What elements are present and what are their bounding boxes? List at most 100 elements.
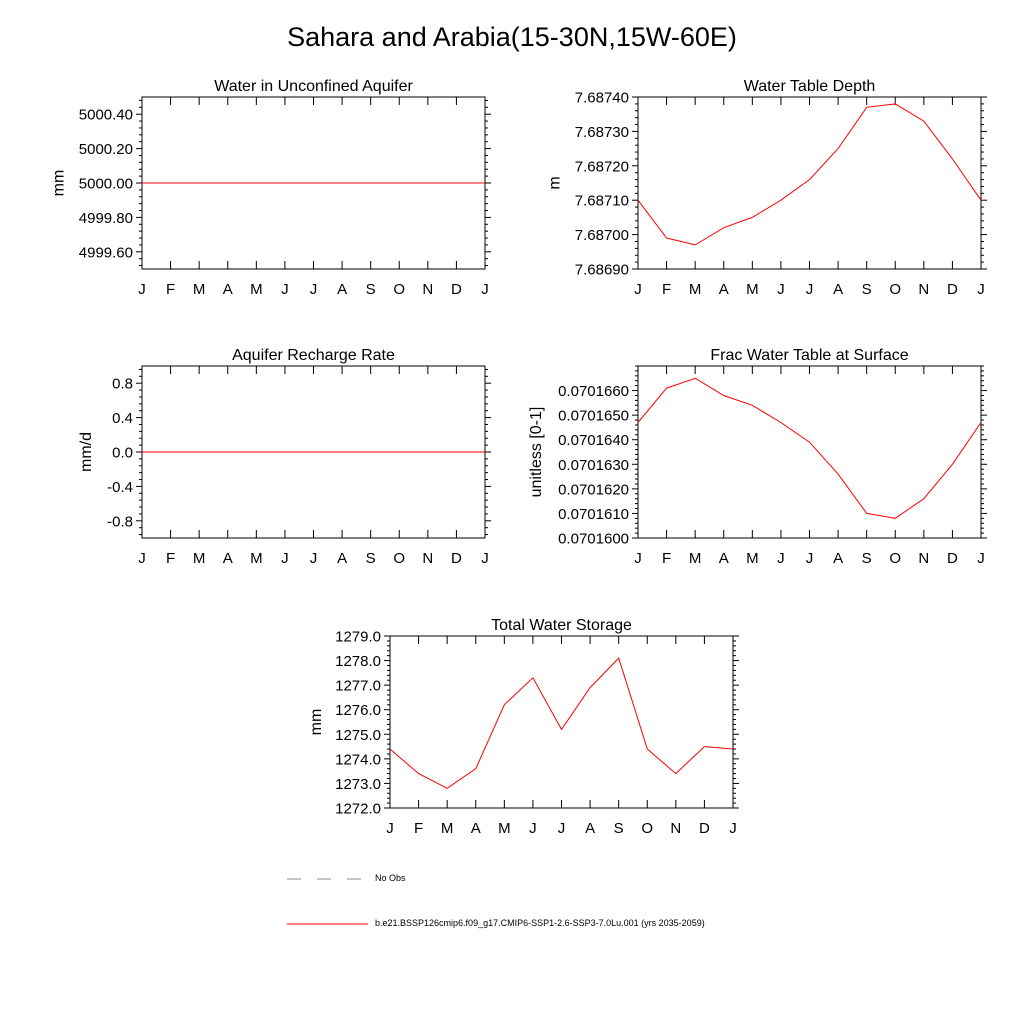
frac-water-table-xtick-label: N bbox=[918, 550, 929, 567]
total-water-storage-xtick-label: S bbox=[614, 820, 624, 837]
frac-water-table-xtick-label: M bbox=[746, 550, 759, 567]
aquifer-water-xtick-label: D bbox=[451, 281, 462, 298]
recharge-rate-ylabel: mm/d bbox=[78, 432, 95, 472]
aquifer-water-xtick-label: N bbox=[422, 281, 433, 298]
water-table-depth-xtick-label: D bbox=[947, 281, 958, 298]
aquifer-water-xtick-label: A bbox=[223, 281, 233, 298]
aquifer-water-xtick-label: J bbox=[481, 281, 489, 298]
total-water-storage-ytick-label: 1278.0 bbox=[335, 653, 381, 670]
recharge-rate-xtick-label: J bbox=[281, 550, 289, 567]
water-table-depth-series-line bbox=[637, 103, 982, 246]
water-table-depth-ytick-label: 7.68720 bbox=[575, 158, 629, 175]
aquifer-water-xtick-label: O bbox=[393, 281, 405, 298]
water-table-depth-xtick-label: A bbox=[719, 281, 729, 298]
total-water-storage-xtick-label: F bbox=[414, 820, 423, 837]
water-table-depth-xtick-label: M bbox=[746, 281, 759, 298]
recharge-rate-ytick-label: 0.4 bbox=[112, 410, 133, 427]
total-water-storage-xtick-label: M bbox=[498, 820, 511, 837]
recharge-rate-xtick-label: M bbox=[193, 550, 206, 567]
total-water-storage-plot-frame bbox=[389, 635, 734, 809]
water-table-depth-xtick-label: J bbox=[977, 281, 985, 298]
total-water-storage-ytick-label: 1273.0 bbox=[335, 776, 381, 793]
frac-water-table-xtick-label: J bbox=[806, 550, 814, 567]
aquifer-water-xtick-label: J bbox=[138, 281, 146, 298]
water-table-depth-ytick-label: 7.68710 bbox=[575, 193, 629, 210]
frac-water-table-ytick-label: 0.0701660 bbox=[558, 383, 629, 400]
total-water-storage-xtick-label: J bbox=[386, 820, 394, 837]
water-table-depth-xtick-label: J bbox=[806, 281, 814, 298]
frac-water-table-xtick-label: M bbox=[689, 550, 702, 567]
frac-water-table-xtick-label: J bbox=[777, 550, 785, 567]
aquifer-water-xtick-label: S bbox=[366, 281, 376, 298]
total-water-storage-title: Total Water Storage bbox=[491, 617, 632, 634]
recharge-rate-title: Aquifer Recharge Rate bbox=[232, 347, 395, 364]
aquifer-water-xtick-label: M bbox=[250, 281, 263, 298]
recharge-rate-xtick-label: J bbox=[310, 550, 318, 567]
recharge-rate-xtick-label: O bbox=[393, 550, 405, 567]
aquifer-water-ytick-label: 4999.60 bbox=[79, 244, 133, 261]
water-table-depth-ytick-label: 7.68700 bbox=[575, 227, 629, 244]
frac-water-table-xtick-label: O bbox=[889, 550, 901, 567]
total-water-storage-xtick-label: D bbox=[699, 820, 710, 837]
water-table-depth-xtick-label: S bbox=[862, 281, 872, 298]
frac-water-table-ylabel: unitless [0-1] bbox=[528, 407, 545, 498]
recharge-rate-xtick-label: S bbox=[366, 550, 376, 567]
total-water-storage-xtick-label: N bbox=[670, 820, 681, 837]
aquifer-water-ytick-label: 5000.40 bbox=[79, 107, 133, 124]
aquifer-water-xtick-label: M bbox=[193, 281, 206, 298]
recharge-rate-xtick-label: D bbox=[451, 550, 462, 567]
water-table-depth-xtick-label: M bbox=[689, 281, 702, 298]
total-water-storage-series-line bbox=[389, 657, 734, 789]
total-water-storage-ytick-label: 1275.0 bbox=[335, 727, 381, 744]
frac-water-table-xtick-label: S bbox=[862, 550, 872, 567]
total-water-storage-ytick-label: 1277.0 bbox=[335, 678, 381, 695]
recharge-rate-xtick-label: A bbox=[223, 550, 233, 567]
aquifer-water-xtick-label: A bbox=[337, 281, 347, 298]
aquifer-water-xtick-label: J bbox=[281, 281, 289, 298]
frac-water-table-ytick-label: 0.0701640 bbox=[558, 432, 629, 449]
aquifer-water-ylabel: mm bbox=[51, 170, 68, 197]
recharge-rate-xtick-label: J bbox=[481, 550, 489, 567]
water-table-depth-ylabel: m bbox=[547, 176, 564, 189]
water-table-depth-title: Water Table Depth bbox=[744, 78, 876, 95]
frac-water-table-plot-frame bbox=[637, 365, 982, 539]
total-water-storage-xtick-label: J bbox=[729, 820, 737, 837]
total-water-storage-xtick-label: O bbox=[641, 820, 653, 837]
recharge-rate-xtick-label: F bbox=[166, 550, 175, 567]
water-table-depth-ytick-label: 7.68690 bbox=[575, 262, 629, 279]
frac-water-table-xtick-label: D bbox=[947, 550, 958, 567]
frac-water-table-title: Frac Water Table at Surface bbox=[710, 347, 908, 364]
water-table-depth-ytick-label: 7.68740 bbox=[575, 90, 629, 107]
aquifer-water-xtick-label: F bbox=[166, 281, 175, 298]
frac-water-table-xtick-label: J bbox=[977, 550, 985, 567]
aquifer-water-title: Water in Unconfined Aquifer bbox=[214, 78, 413, 95]
water-table-depth-xtick-label: F bbox=[662, 281, 671, 298]
frac-water-table-ytick-label: 0.0701650 bbox=[558, 408, 629, 425]
frac-water-table-xtick-label: F bbox=[662, 550, 671, 567]
total-water-storage-xtick-label: A bbox=[585, 820, 595, 837]
frac-water-table-ytick-label: 0.0701630 bbox=[558, 457, 629, 474]
water-table-depth-xtick-label: O bbox=[889, 281, 901, 298]
frac-water-table-ytick-label: 0.0701620 bbox=[558, 481, 629, 498]
frac-water-table-ytick-label: 0.0701600 bbox=[558, 531, 629, 548]
total-water-storage-xtick-label: M bbox=[441, 820, 454, 837]
total-water-storage-ytick-label: 1272.0 bbox=[335, 801, 381, 818]
water-table-depth-xtick-label: J bbox=[634, 281, 642, 298]
legend-obs-label: No Obs bbox=[375, 873, 406, 883]
water-table-depth-xtick-label: N bbox=[918, 281, 929, 298]
recharge-rate-xtick-label: N bbox=[422, 550, 433, 567]
total-water-storage-ytick-label: 1279.0 bbox=[335, 629, 381, 646]
recharge-rate-xtick-label: J bbox=[138, 550, 146, 567]
total-water-storage-ytick-label: 1276.0 bbox=[335, 702, 381, 719]
water-table-depth-ytick-label: 7.68730 bbox=[575, 124, 629, 141]
total-water-storage-xtick-label: A bbox=[471, 820, 481, 837]
figure-title: Sahara and Arabia(15-30N,15W-60E) bbox=[287, 22, 737, 52]
aquifer-water-ytick-label: 5000.00 bbox=[79, 176, 133, 193]
recharge-rate-ytick-label: -0.8 bbox=[107, 513, 133, 530]
aquifer-water-ytick-label: 5000.20 bbox=[79, 141, 133, 158]
frac-water-table-ytick-label: 0.0701610 bbox=[558, 506, 629, 523]
aquifer-water-xtick-label: J bbox=[310, 281, 318, 298]
water-table-depth-xtick-label: J bbox=[777, 281, 785, 298]
legend-model-label: b.e21.BSSP126cmip6.f09_g17.CMIP6-SSP1-2.… bbox=[375, 918, 705, 928]
water-table-depth-xtick-label: A bbox=[833, 281, 843, 298]
